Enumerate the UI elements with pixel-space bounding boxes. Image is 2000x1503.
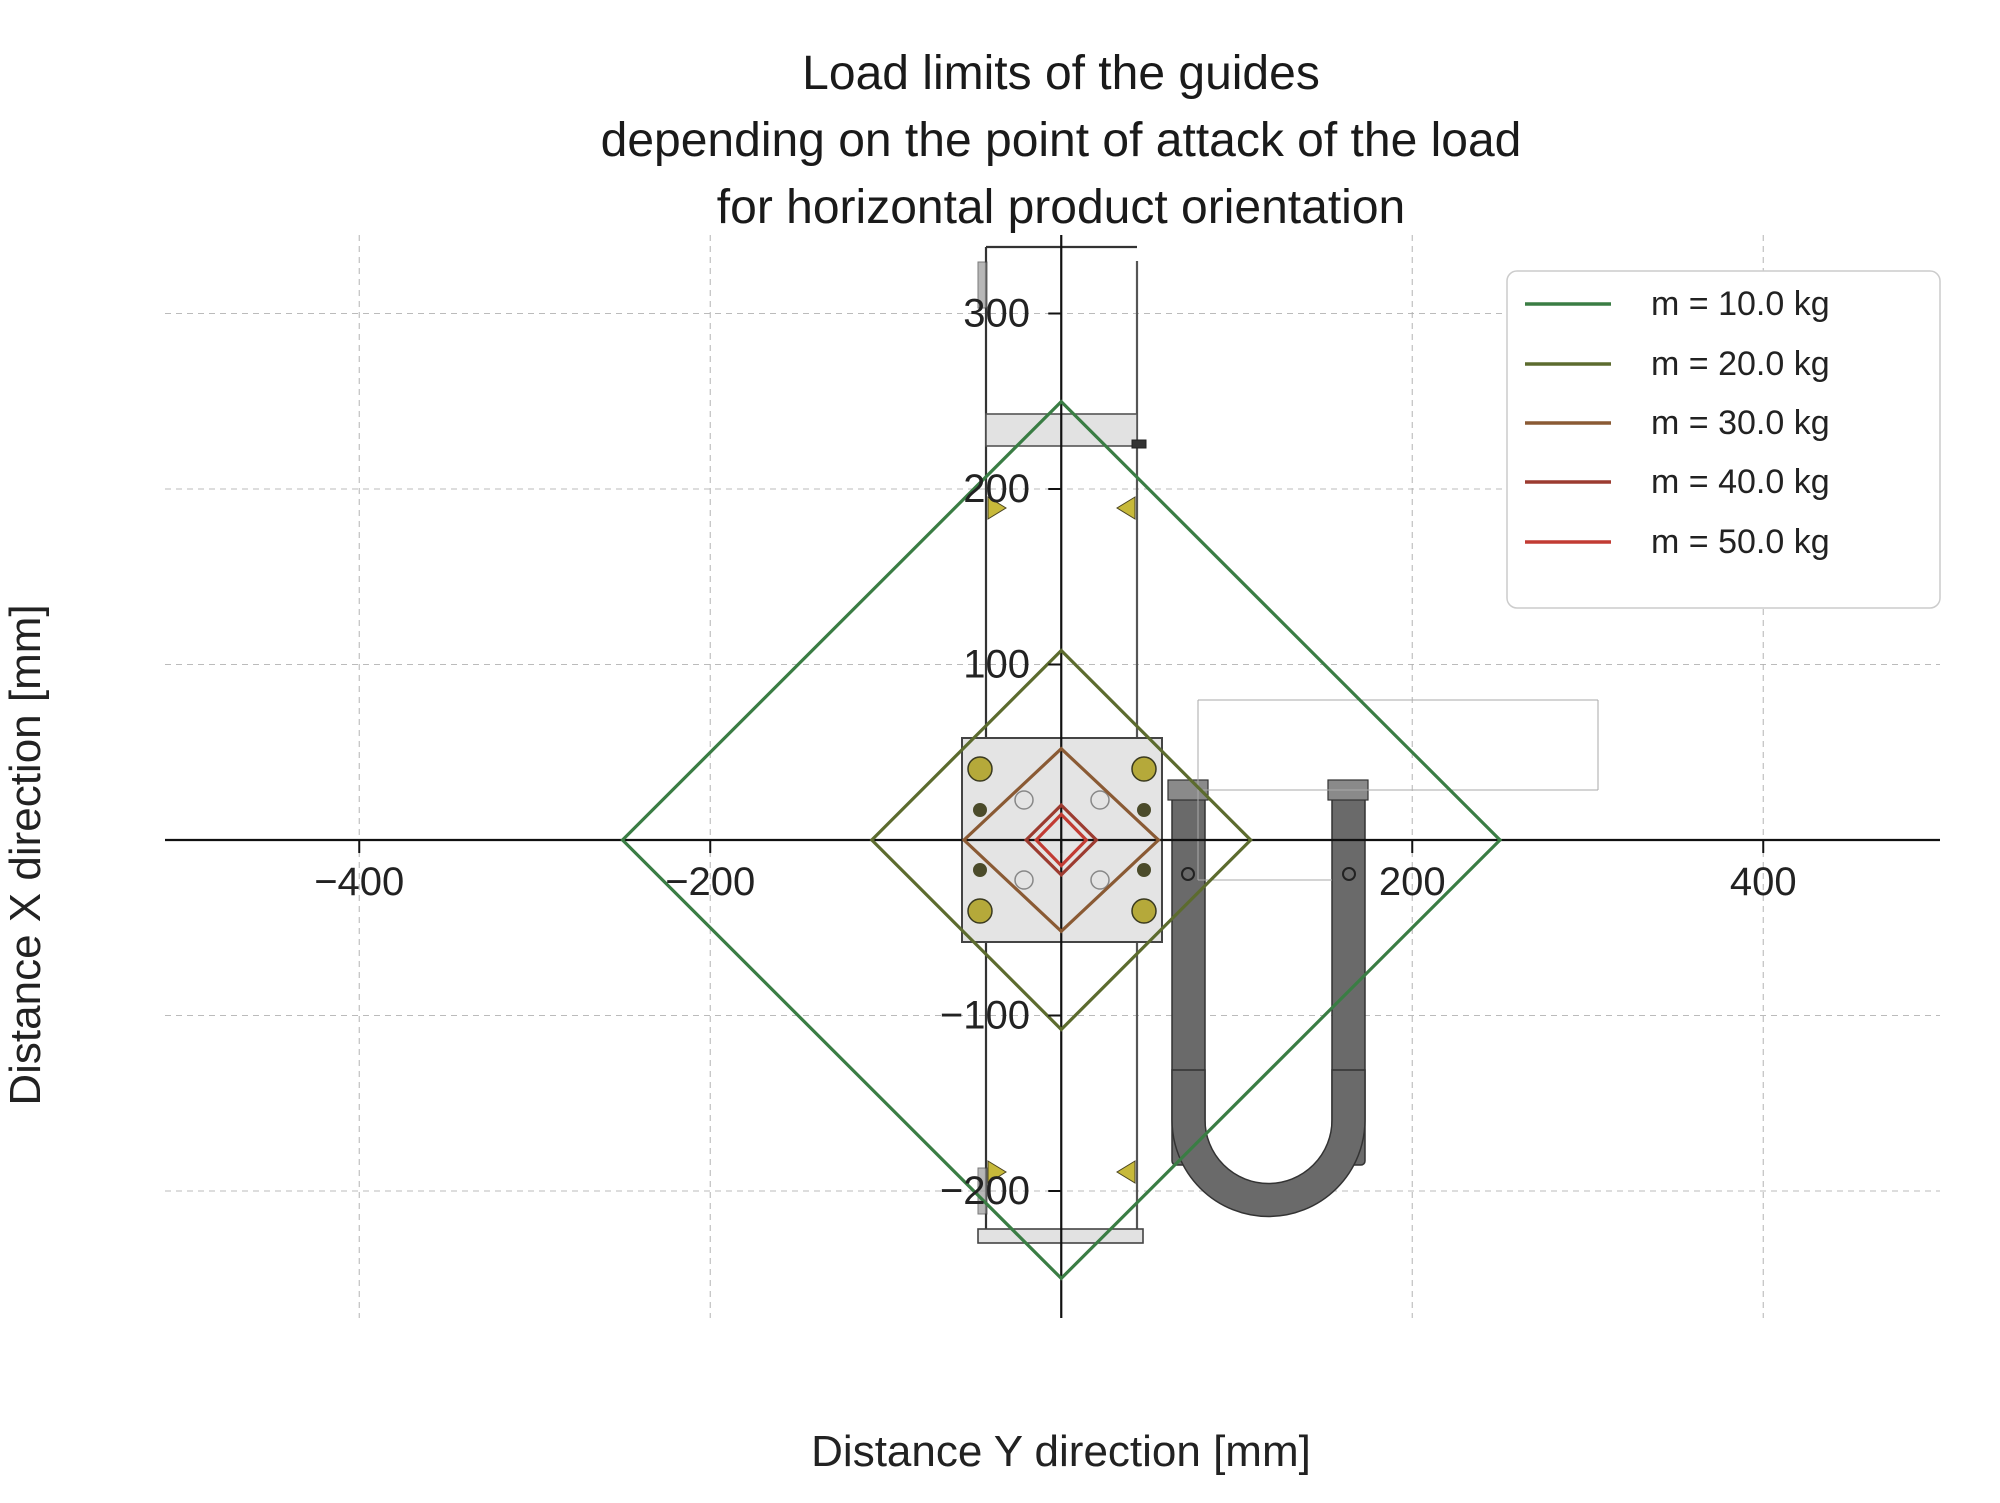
svg-text:for horizontal product orienta: for horizontal product orientation [717, 181, 1405, 234]
svg-text:−200: −200 [940, 1169, 1030, 1213]
svg-text:Distance Y direction [mm]: Distance Y direction [mm] [811, 1427, 1311, 1476]
svg-text:depending on the point of atta: depending on the point of attack of the … [601, 114, 1522, 167]
svg-text:−100: −100 [940, 994, 1030, 1038]
svg-text:m = 50.0 kg: m = 50.0 kg [1651, 523, 1830, 561]
svg-text:300: 300 [963, 292, 1030, 336]
svg-text:−200: −200 [665, 860, 755, 904]
svg-text:m = 40.0 kg: m = 40.0 kg [1651, 463, 1830, 501]
svg-text:−400: −400 [314, 860, 404, 904]
svg-text:m = 30.0 kg: m = 30.0 kg [1651, 404, 1830, 442]
svg-text:m = 10.0 kg: m = 10.0 kg [1651, 285, 1830, 323]
svg-text:200: 200 [1379, 860, 1446, 904]
svg-text:100: 100 [963, 643, 1030, 687]
svg-text:m = 20.0 kg: m = 20.0 kg [1651, 345, 1830, 383]
svg-text:200: 200 [963, 467, 1030, 511]
svg-text:Distance X direction [mm]: Distance X direction [mm] [1, 604, 50, 1105]
svg-text:Load limits of the guides: Load limits of the guides [802, 47, 1320, 100]
svg-text:400: 400 [1730, 860, 1797, 904]
